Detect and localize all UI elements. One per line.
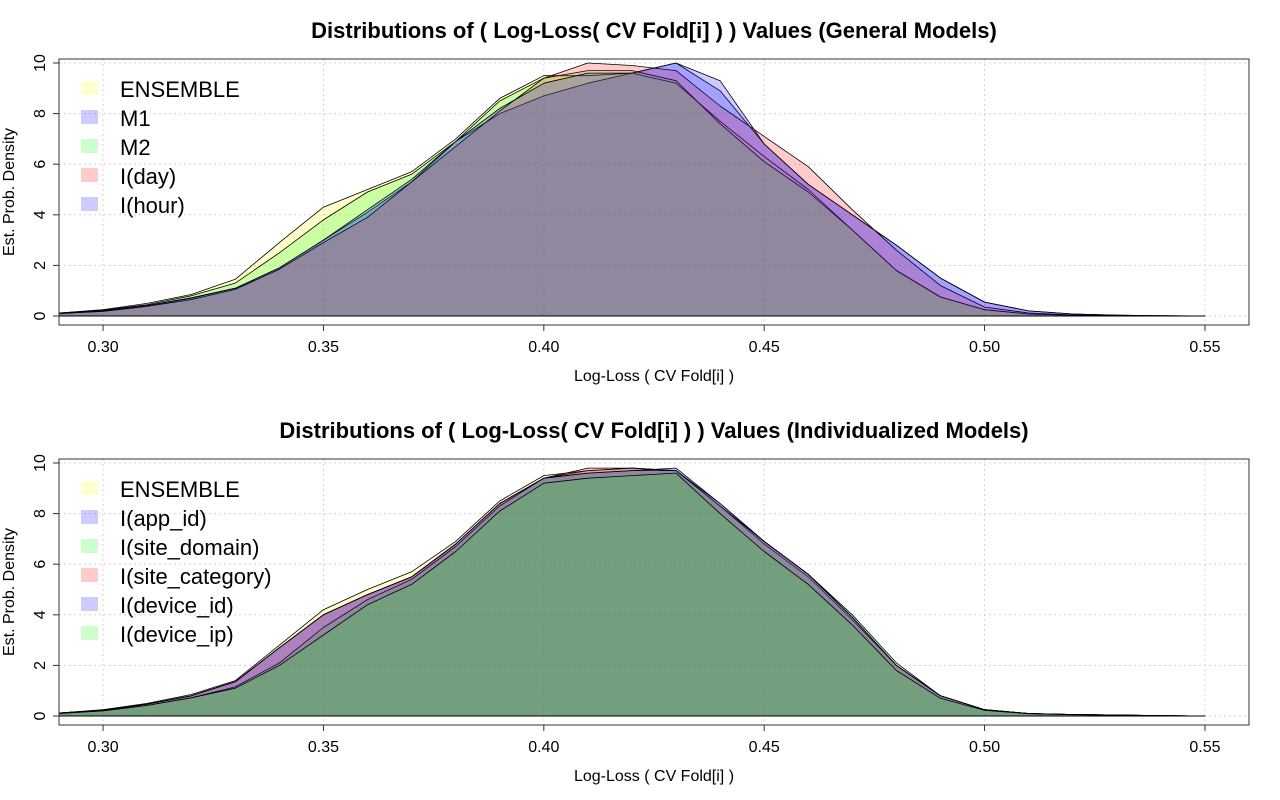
y-axis-label: Est. Prob. Density bbox=[1, 128, 18, 256]
y-tick-label: 0 bbox=[32, 311, 49, 320]
y-tick-label: 10 bbox=[32, 454, 49, 472]
chart-title: Distributions of ( Log-Loss( CV Fold[i] … bbox=[311, 18, 997, 43]
x-tick-label: 0.55 bbox=[1189, 339, 1220, 356]
legend-label: M2 bbox=[120, 135, 151, 160]
x-tick-label: 0.30 bbox=[88, 339, 119, 356]
legend-label: I(app_id) bbox=[120, 506, 207, 531]
plot-frame bbox=[58, 58, 1250, 326]
x-tick-label: 0.40 bbox=[528, 339, 559, 356]
legend-swatch bbox=[81, 626, 98, 640]
y-tick-label: 4 bbox=[32, 210, 49, 219]
y-tick-label: 2 bbox=[32, 261, 49, 270]
density-area-series-5 bbox=[58, 472, 1206, 717]
legend-swatch bbox=[81, 168, 98, 182]
legend-label: M1 bbox=[120, 106, 151, 131]
x-tick-label: 0.50 bbox=[969, 739, 1000, 756]
y-tick-label: 10 bbox=[32, 54, 49, 72]
x-tick-label: 0.45 bbox=[749, 339, 780, 356]
density-area-series-3 bbox=[58, 62, 1206, 317]
y-tick-label: 6 bbox=[32, 160, 49, 169]
x-tick-label: 0.40 bbox=[528, 739, 559, 756]
y-tick-label: 4 bbox=[32, 610, 49, 619]
legend-label: ENSEMBLE bbox=[120, 477, 240, 502]
chart-title: Distributions of ( Log-Loss( CV Fold[i] … bbox=[279, 418, 1028, 443]
x-tick-label: 0.35 bbox=[308, 739, 339, 756]
legend-swatch bbox=[81, 81, 98, 95]
y-tick-label: 8 bbox=[32, 109, 49, 118]
x-tick-label: 0.45 bbox=[749, 739, 780, 756]
legend-label: I(device_id) bbox=[120, 593, 234, 618]
legend-label: I(device_ip) bbox=[120, 622, 234, 647]
legend-label: I(day) bbox=[120, 164, 176, 189]
legend-label: I(site_domain) bbox=[120, 535, 259, 560]
legend-label: I(site_category) bbox=[120, 564, 272, 589]
x-axis-label: Log-Loss ( CV Fold[i] ) bbox=[574, 768, 734, 785]
legend-swatch bbox=[81, 510, 98, 524]
legend-label: I(hour) bbox=[120, 193, 185, 218]
individualized-models-panel: Distributions of ( Log-Loss( CV Fold[i] … bbox=[1, 418, 1250, 785]
x-tick-label: 0.55 bbox=[1189, 739, 1220, 756]
legend-swatch bbox=[81, 539, 98, 553]
x-axis-label: Log-Loss ( CV Fold[i] ) bbox=[574, 368, 734, 385]
density-area-series-4 bbox=[58, 62, 1206, 317]
legend-swatch bbox=[81, 110, 98, 124]
general-models-panel: Distributions of ( Log-Loss( CV Fold[i] … bbox=[1, 18, 1250, 385]
x-tick-label: 0.50 bbox=[969, 339, 1000, 356]
x-tick-label: 0.30 bbox=[88, 739, 119, 756]
density-area-series-2 bbox=[58, 70, 1206, 317]
y-tick-label: 0 bbox=[32, 711, 49, 720]
legend-swatch bbox=[81, 139, 98, 153]
y-tick-label: 6 bbox=[32, 560, 49, 569]
y-axis-label: Est. Prob. Density bbox=[1, 528, 18, 656]
y-tick-label: 8 bbox=[32, 509, 49, 518]
legend-swatch bbox=[81, 568, 98, 582]
legend-swatch bbox=[81, 481, 98, 495]
legend-swatch bbox=[81, 197, 98, 211]
x-tick-label: 0.35 bbox=[308, 339, 339, 356]
legend-swatch bbox=[81, 597, 98, 611]
y-tick-label: 2 bbox=[32, 661, 49, 670]
plot-frame bbox=[58, 458, 1250, 726]
legend-label: ENSEMBLE bbox=[120, 77, 240, 102]
